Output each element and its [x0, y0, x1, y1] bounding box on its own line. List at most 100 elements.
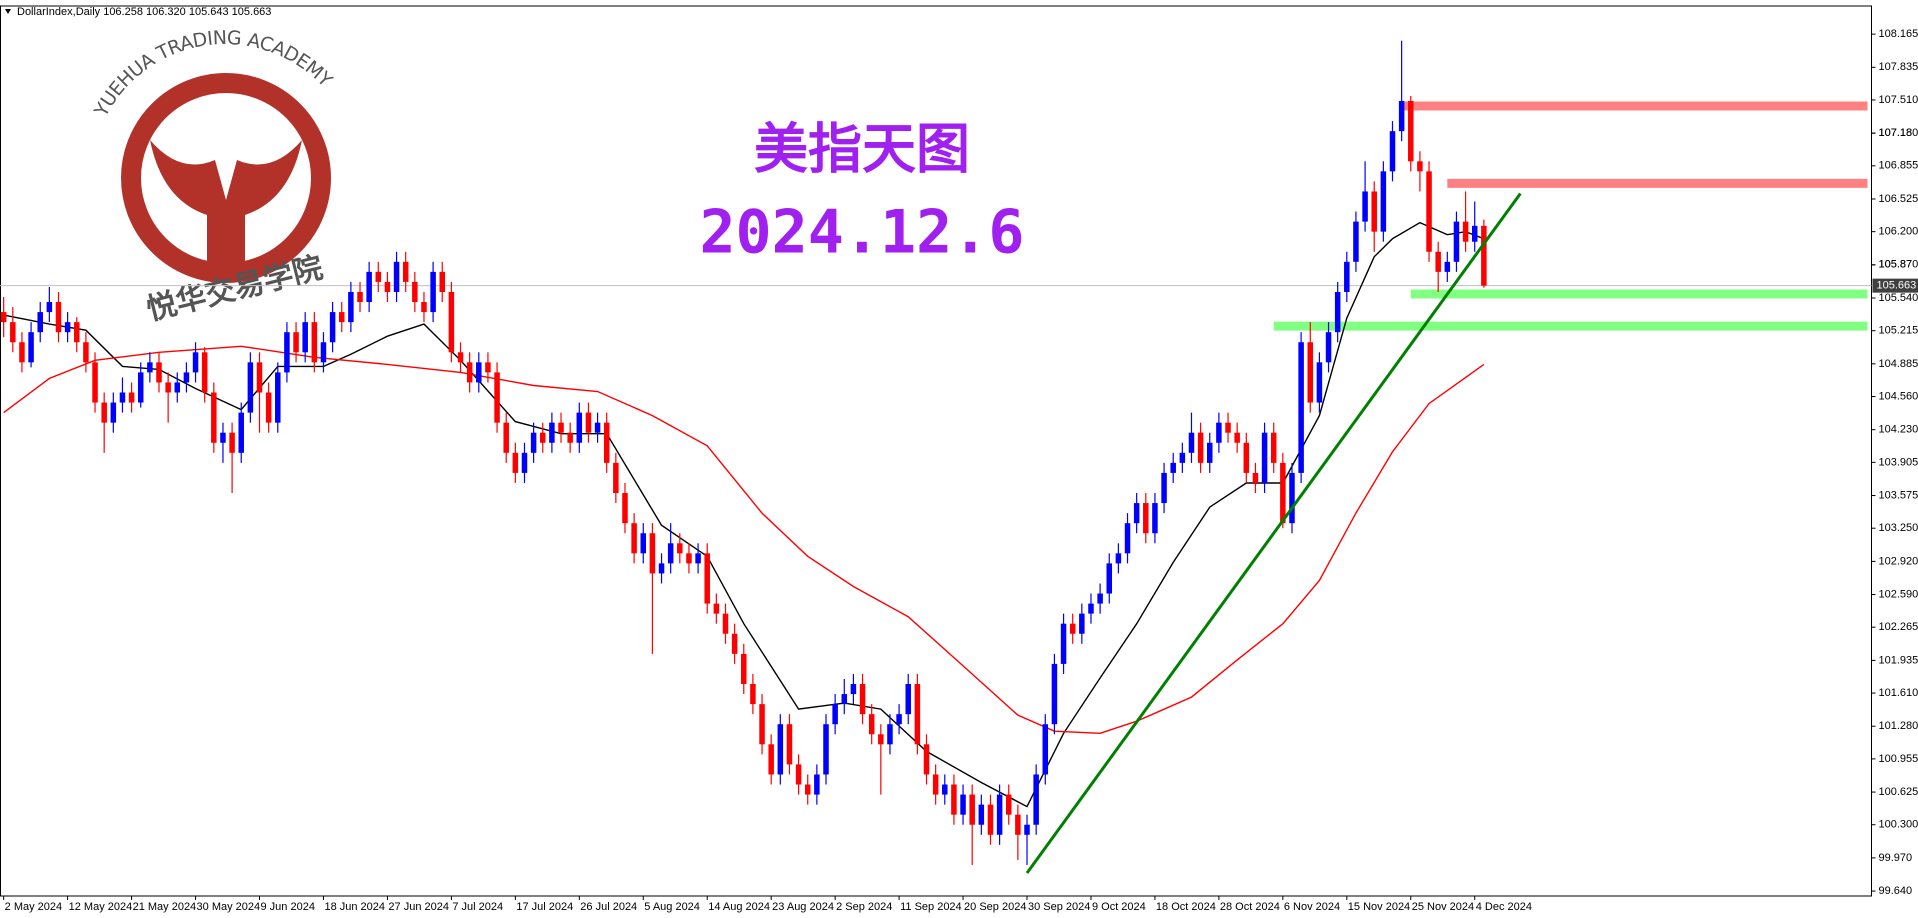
candle-body: [1133, 503, 1140, 524]
y-tick-label: 107.835: [1879, 61, 1918, 73]
candle-body: [284, 332, 290, 373]
candle-body: [110, 402, 117, 423]
x-tick-label: 20 Sep 2024: [964, 901, 1026, 913]
y-tick-label: 103.905: [1879, 456, 1918, 468]
candle-body: [521, 452, 528, 473]
candle-body: [393, 261, 400, 292]
candle-body: [1124, 523, 1131, 554]
candle-body: [859, 684, 866, 715]
candle-body: [338, 312, 345, 323]
candle-body: [914, 684, 921, 745]
candle-body: [750, 684, 756, 705]
current-price-label: 105.663: [1877, 280, 1917, 292]
candle-body: [1426, 171, 1432, 252]
candle-body: [1417, 161, 1423, 172]
candle-body: [293, 332, 299, 353]
candle-body: [1325, 332, 1332, 363]
candle-body: [832, 704, 838, 725]
candle-body: [932, 774, 939, 795]
candle-body: [64, 322, 71, 333]
candle-body: [1453, 221, 1460, 262]
candle-body: [348, 291, 354, 323]
candle-body: [786, 724, 793, 765]
candle-body: [201, 352, 208, 393]
candle-body: [777, 724, 784, 775]
candle-body: [942, 784, 948, 795]
candle-body: [1079, 613, 1085, 634]
x-tick-label: 9 Oct 2024: [1092, 901, 1146, 913]
y-tick-label: 101.280: [1879, 720, 1918, 732]
candle-body: [384, 281, 391, 292]
candle-body: [1444, 261, 1451, 272]
candle-body: [658, 563, 665, 574]
candle-body: [823, 724, 829, 775]
candle-body: [28, 332, 34, 363]
candle-body: [494, 372, 500, 423]
candle-body: [375, 271, 382, 282]
moving-average: [3, 221, 1485, 808]
x-tick-label: 2 Sep 2024: [836, 901, 892, 913]
y-tick-label: 99.970: [1879, 852, 1913, 864]
candle-body: [576, 412, 583, 443]
candle-body: [887, 724, 893, 745]
candle-body: [704, 553, 710, 604]
candle-body: [1261, 432, 1268, 483]
y-tick-label: 107.18: [1879, 127, 1913, 139]
candle-body: [649, 533, 656, 574]
x-tick-label: 14 Aug 2024: [708, 901, 770, 913]
y-tick-label: 105.870: [1879, 259, 1918, 271]
y-tick-label: 102.590: [1879, 588, 1918, 600]
candle-body: [448, 291, 455, 353]
candle-body: [640, 533, 647, 554]
candle-body: [1060, 623, 1067, 664]
candle-body: [46, 302, 53, 313]
candle-body: [1225, 422, 1231, 433]
y-tick-label: 107.510: [1879, 94, 1918, 106]
x-tick-label: 18 Oct 2024: [1156, 901, 1216, 913]
candle-body: [147, 362, 153, 373]
candle-body: [101, 402, 107, 423]
candle-body: [366, 271, 372, 303]
candle-body: [1280, 462, 1286, 524]
candle-body: [987, 804, 994, 835]
candle-body: [731, 633, 738, 654]
header-arrow: [5, 9, 11, 14]
y-tick-label: 104.230: [1879, 424, 1918, 436]
candle-body: [1005, 794, 1012, 815]
candle-body: [320, 342, 327, 363]
candle-body: [1197, 432, 1204, 463]
y-tick-label: 100.300: [1879, 819, 1918, 831]
candle-body: [137, 372, 144, 403]
candle-body: [311, 322, 318, 363]
logo: YUEHUA TRADING ACADEMY 悦华交易学院: [89, 26, 337, 327]
candle-body: [622, 493, 628, 524]
candle-body: [1298, 342, 1304, 473]
candle-body: [1353, 221, 1359, 262]
y-tick-label: 105.215: [1879, 325, 1918, 337]
candle-body: [1216, 422, 1222, 443]
candle-body: [256, 362, 263, 393]
y-tick-label: 102.920: [1879, 555, 1918, 567]
candle-body: [667, 543, 674, 564]
x-tick-label: 17 Jul 2024: [516, 901, 573, 913]
candle-body: [1362, 191, 1368, 222]
candle-body: [1161, 472, 1167, 504]
y-tick-label: 107.180: [1879, 127, 1918, 139]
y-tick-label: 102.265: [1879, 621, 1918, 633]
candle-body: [229, 432, 235, 453]
candle-body: [540, 432, 546, 443]
chart-title: 美指天图: [754, 118, 970, 181]
candle-body: [1188, 432, 1195, 453]
trendline: [1025, 192, 1522, 874]
y-tick-label: 100.955: [1879, 753, 1918, 765]
candle-body: [804, 784, 811, 795]
y-tick-label: 104.560: [1879, 390, 1918, 402]
candle-body: [686, 553, 692, 564]
candle-body: [878, 734, 884, 745]
candle-body: [220, 432, 226, 443]
x-tick-label: 4 Dec 2024: [1476, 901, 1532, 913]
current-price-box: [1872, 278, 1918, 293]
candle-body: [119, 392, 126, 403]
candle-body: [357, 291, 363, 303]
